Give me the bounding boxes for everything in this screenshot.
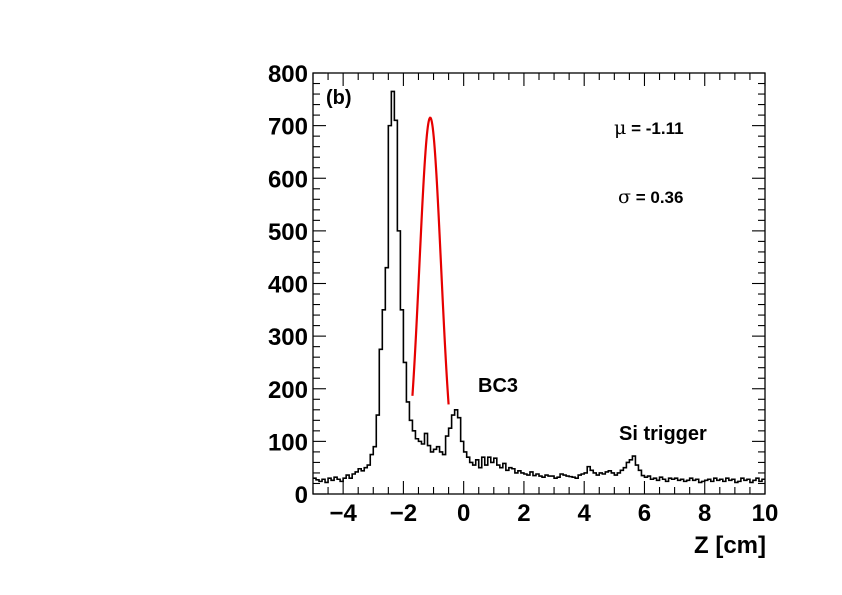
annotation-bc3: BC3 [478, 375, 518, 397]
x-tick-label: 2 [517, 500, 530, 527]
x-tick-label: 0 [457, 500, 470, 527]
stat-mu: μ = -1.11 [614, 117, 684, 139]
histogram-line [313, 90, 765, 484]
y-axis-tick-labels: 0 100 200 300 400 500 600 700 800 [268, 61, 308, 509]
y-tick-label: 400 [268, 272, 308, 299]
mu-value: = -1.11 [626, 119, 683, 138]
x-axis-title: Z [cm] [694, 532, 766, 559]
mu-symbol: μ [614, 117, 626, 139]
annotation-si-trigger: Si trigger [619, 423, 707, 445]
stat-sigma: σ = 0.36 [618, 186, 683, 208]
y-tick-label: 200 [268, 377, 308, 404]
x-tick-label: 8 [698, 500, 711, 527]
gaussian-fit-curve [411, 116, 450, 405]
x-tick-label: −4 [329, 500, 357, 527]
y-tick-label: 300 [268, 324, 308, 351]
y-tick-label: 500 [268, 219, 308, 246]
x-tick-label: 6 [638, 500, 651, 527]
plot-frame [312, 72, 766, 495]
panel-label: (b) [326, 87, 352, 109]
x-tick-label: −2 [390, 500, 417, 527]
sigma-symbol: σ [618, 186, 631, 208]
y-tick-label: 100 [268, 429, 308, 456]
x-axis-tick-labels: −4 −2 0 2 4 6 8 10 [329, 500, 778, 527]
y-tick-label: 600 [268, 166, 308, 193]
y-tick-label: 800 [268, 61, 308, 88]
x-tick-label: 4 [578, 500, 592, 527]
x-tick-label: 10 [752, 500, 779, 527]
sigma-value: = 0.36 [631, 188, 683, 207]
y-tick-label: 700 [268, 114, 308, 141]
x-axis-ticks [312, 73, 766, 494]
y-tick-label: 0 [295, 482, 308, 509]
